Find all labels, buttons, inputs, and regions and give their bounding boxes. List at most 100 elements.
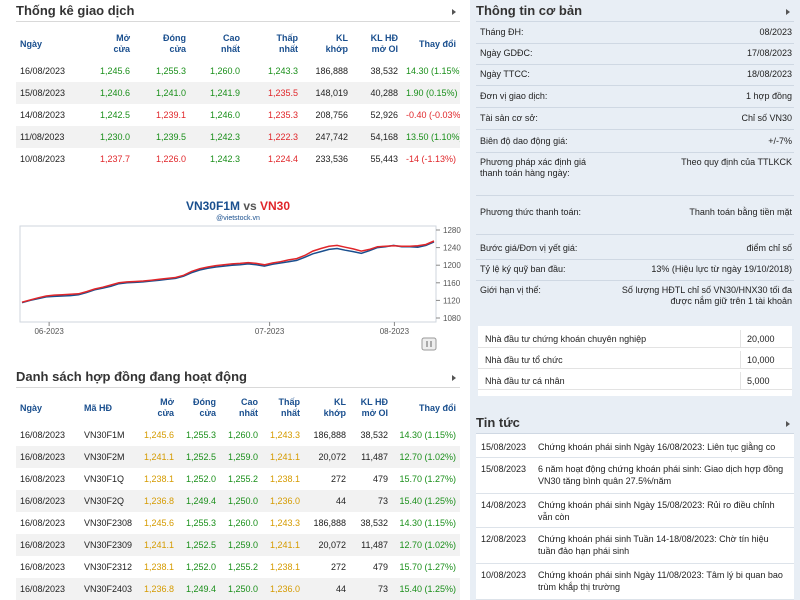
news-title-link[interactable]: Chứng khoán phái sinh Tuần 14-18/08/2023…: [538, 534, 769, 556]
cell-vol: 44: [304, 490, 350, 512]
news-title-link[interactable]: 6 năm hoạt động chứng khoán phái sinh: G…: [538, 464, 784, 486]
news-item[interactable]: 15/08/2023 6 năm hoạt động chứng khoán ph…: [476, 460, 794, 494]
contract-code-link[interactable]: VN30F2Q: [80, 490, 136, 512]
news-date: 12/08/2023: [481, 534, 527, 544]
cell-change: 15.40 (1.25%): [392, 490, 460, 512]
news-item[interactable]: 14/08/2023 Chứng khoán phái sinh Ngày 15/…: [476, 496, 794, 528]
investor-row: Nhà đầu tư tổ chức 10,000: [478, 351, 792, 369]
contract-code-link[interactable]: VN30F2308: [84, 518, 133, 528]
cell-high: 1,255.2: [227, 474, 258, 484]
info-label: Phương pháp xác định giá thanh toán hàng…: [480, 157, 587, 178]
cell-oi: 52,926: [370, 110, 398, 120]
news-header: Tin tức: [476, 412, 794, 434]
column-header: Cao nhất: [221, 33, 240, 54]
contracts-table: Ngày Mã HĐ Mở cửa Đóng cửa Cao nhất Thấp nhất KL kh…: [16, 392, 460, 600]
cell-vol: 20,072: [304, 534, 350, 556]
investor-limit: 10,000: [740, 351, 792, 369]
cell-low: 1,235.5: [244, 82, 302, 104]
cell-date: 16/08/2023: [16, 578, 80, 600]
column-header: KL khớp: [325, 33, 348, 54]
column-header: KL HĐ mở OI: [360, 397, 388, 418]
y-tick-label: 1160: [443, 279, 461, 288]
basic-info-title: Thông tin cơ bản: [476, 3, 583, 18]
table-row: 16/08/2023 VN30F2403 1,236.8 1,249.4 1,250.0…: [16, 578, 460, 600]
info-divider: [476, 43, 794, 44]
cell-oi: 73: [350, 490, 392, 512]
cell-low: 1,238.1: [269, 562, 300, 572]
info-row: Phương pháp xác định giá thanh toán hàng…: [480, 157, 792, 190]
info-value: 08/2023: [759, 27, 792, 37]
cell-vol: 20,072: [304, 446, 350, 468]
cell-change: 12.70 (1.02%): [392, 534, 460, 556]
info-row: Ngày GDĐC: 17/08/2023: [480, 48, 792, 59]
info-value: Số lượng HĐTL chỉ số VN30/HNX30 tối đa đ…: [621, 285, 792, 306]
info-divider: [476, 85, 794, 86]
cell-high: 1,242.3: [190, 126, 244, 148]
table-row: 16/08/2023 VN30F2M 1,241.1 1,252.5 1,259.0 1,…: [16, 446, 460, 468]
cell-close: 1,241.0: [134, 82, 190, 104]
scroll-handle-icon: [421, 337, 437, 351]
investor-limits-table: Nhà đầu tư chứng khoán chuyên nghiệp 20,0…: [478, 326, 792, 396]
info-label: Biên độ dao động giá:: [480, 136, 568, 146]
info-row: Biên độ dao động giá: +/-7%: [480, 136, 792, 147]
news-date: 15/08/2023: [481, 442, 527, 452]
news-title-link[interactable]: Chứng khoán phái sinh Ngày 16/08/2023: L…: [538, 442, 776, 452]
chart-title-series2: VN30: [260, 199, 291, 213]
chart-subtitle: @vietstock.vn: [216, 215, 260, 222]
news-item[interactable]: 12/08/2023 Chứng khoán phái sinh Tuần 14-…: [476, 530, 794, 564]
cell-date: 16/08/2023: [20, 518, 66, 528]
info-label: Tỷ lệ ký quỹ ban đầu:: [480, 264, 566, 274]
news-expand-icon[interactable]: [786, 421, 790, 427]
series-line-vn30: [21, 240, 435, 303]
chart-title-series1: VN30F1M: [185, 199, 240, 213]
info-label: Ngày GDĐC:: [480, 48, 533, 58]
cell-change: 14.30 (1.15%): [399, 430, 456, 440]
cell-date: 16/08/2023: [16, 446, 80, 468]
table-row: 14/08/2023 1,242.5 1,239.1 1,246.0 1,235.3 20…: [16, 104, 460, 126]
table-row: 16/08/2023 VN30F1M 1,245.6 1,255.3 1,260.0 1,…: [16, 424, 460, 446]
stats-header: Thống kê giao dịch: [16, 0, 460, 22]
contract-code-link[interactable]: VN30F2M: [80, 446, 136, 468]
cell-date: 14/08/2023: [20, 110, 66, 120]
contracts-header: Danh sách hợp đồng đang hoạt động: [16, 366, 460, 388]
cell-close: 1,252.0: [185, 562, 216, 572]
cell-vol: 44: [304, 578, 350, 600]
info-label: Ngày TTCC:: [480, 69, 530, 79]
info-value: 1 hợp đồng: [746, 91, 792, 101]
contract-code-link[interactable]: VN30F1M: [84, 430, 125, 440]
cell-low: 1,241.1: [262, 534, 304, 556]
cell-close: 1,249.4: [178, 490, 220, 512]
cell-change: 15.70 (1.27%): [399, 474, 456, 484]
investor-type: Nhà đầu tư tổ chức: [485, 355, 563, 365]
cell-low: 1,235.3: [267, 110, 298, 120]
info-value: Theo quy định của TTLKCK: [681, 157, 792, 167]
info-divider: [476, 64, 794, 65]
cell-low: 1,224.4: [267, 154, 298, 164]
news-title-link[interactable]: Chứng khoán phái sinh Ngày 11/08/2023: T…: [538, 570, 783, 592]
contract-code-link[interactable]: VN30F2309: [80, 534, 136, 556]
table-row: 16/08/2023 VN30F2Q 1,236.8 1,249.4 1,250.0 1,…: [16, 490, 460, 512]
cell-close: 1,252.0: [185, 474, 216, 484]
column-header: Cao nhất: [239, 397, 258, 418]
stats-expand-icon[interactable]: [452, 9, 456, 15]
cell-oi: 73: [350, 578, 392, 600]
info-divider: [476, 259, 794, 260]
cell-open: 1,236.8: [136, 578, 178, 600]
basic-info-expand-icon[interactable]: [786, 9, 790, 15]
contract-code-link[interactable]: VN30F2403: [80, 578, 136, 600]
news-title-link[interactable]: Chứng khoán phái sinh Ngày 15/08/2023: R…: [538, 500, 775, 522]
contract-code-link[interactable]: VN30F2312: [84, 562, 133, 572]
cell-date: 15/08/2023: [16, 82, 84, 104]
info-value: 18/08/2023: [746, 69, 792, 79]
cell-low: 1,243.3: [267, 66, 298, 76]
info-label: Giới hạn vị thế:: [480, 285, 541, 295]
news-item[interactable]: 10/08/2023 Chứng khoán phái sinh Ngày 11/…: [476, 566, 794, 600]
news-item[interactable]: 15/08/2023 Chứng khoán phái sinh Ngày 16/…: [476, 438, 794, 458]
contracts-expand-icon[interactable]: [452, 375, 456, 381]
info-divider: [476, 152, 794, 153]
cell-low: 1,243.3: [269, 430, 300, 440]
cell-change: -14 (-1.13%): [406, 154, 457, 164]
cell-oi: 38,532: [360, 518, 388, 528]
cell-vol: 272: [330, 474, 346, 484]
contract-code-link[interactable]: VN30F1Q: [84, 474, 125, 484]
